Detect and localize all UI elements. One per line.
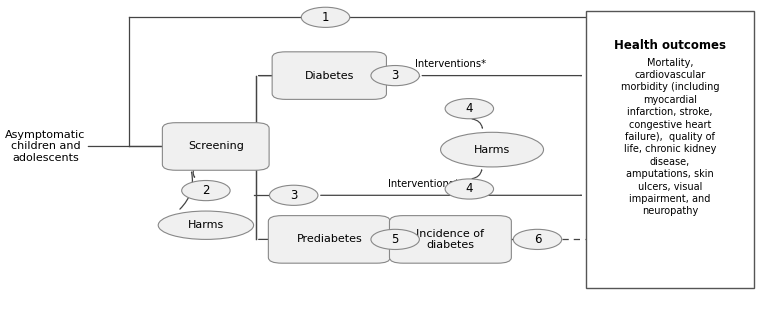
Text: Diabetes: Diabetes [304, 71, 354, 81]
Text: 2: 2 [202, 184, 210, 197]
Circle shape [269, 185, 318, 205]
Text: 4: 4 [466, 182, 473, 196]
FancyBboxPatch shape [268, 215, 391, 263]
Text: 3: 3 [391, 69, 399, 82]
Text: Mortality,
cardiovascular
morbidity (including
myocardial
infarction, stroke,
co: Mortality, cardiovascular morbidity (inc… [621, 58, 719, 216]
Text: 6: 6 [534, 233, 541, 246]
Circle shape [301, 7, 350, 27]
Text: 5: 5 [391, 233, 399, 246]
Text: Interventions*: Interventions* [415, 59, 486, 69]
Ellipse shape [158, 211, 254, 239]
Text: Incidence of
diabetes: Incidence of diabetes [416, 229, 484, 250]
Ellipse shape [441, 132, 544, 167]
Text: Screening: Screening [188, 141, 244, 152]
Text: Health outcomes: Health outcomes [614, 39, 726, 52]
FancyBboxPatch shape [389, 215, 512, 263]
Text: Asymptomatic
children and
adolescents: Asymptomatic children and adolescents [5, 130, 86, 163]
Circle shape [182, 180, 230, 201]
Text: 3: 3 [290, 189, 298, 202]
Text: Interventions*: Interventions* [388, 179, 459, 189]
FancyBboxPatch shape [162, 123, 269, 170]
Text: Harms: Harms [474, 145, 510, 155]
Circle shape [371, 229, 419, 249]
Circle shape [513, 229, 562, 249]
Circle shape [445, 179, 494, 199]
Text: 4: 4 [466, 102, 473, 115]
FancyBboxPatch shape [273, 52, 386, 100]
FancyBboxPatch shape [586, 11, 754, 288]
Circle shape [371, 66, 419, 86]
Text: Harms: Harms [188, 220, 224, 230]
Text: Prediabetes: Prediabetes [297, 234, 362, 244]
Circle shape [445, 99, 494, 119]
Text: 1: 1 [322, 11, 329, 24]
